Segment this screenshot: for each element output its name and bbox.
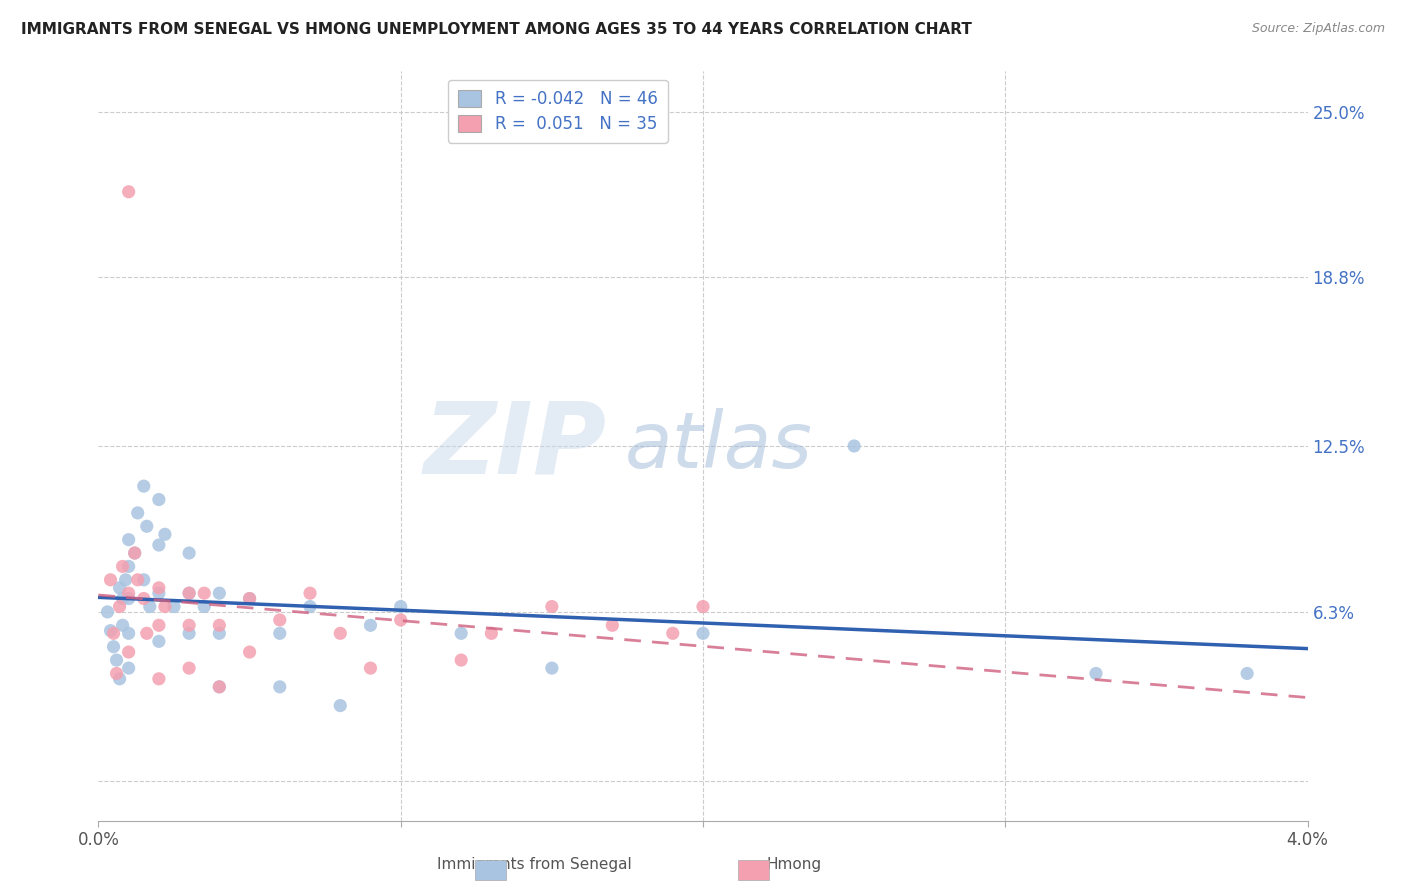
- Point: [602, 618, 624, 632]
- Point: [329, 626, 352, 640]
- Point: [100, 624, 122, 638]
- Point: [153, 527, 176, 541]
- Point: [692, 626, 714, 640]
- Point: [269, 626, 291, 640]
- Point: [148, 538, 170, 552]
- Text: atlas: atlas: [624, 408, 813, 484]
- Point: [118, 559, 141, 574]
- Point: [179, 586, 201, 600]
- Point: [329, 698, 352, 713]
- Point: [118, 185, 141, 199]
- Point: [540, 599, 562, 614]
- Point: [118, 533, 141, 547]
- Point: [153, 599, 176, 614]
- Point: [179, 546, 201, 560]
- Point: [179, 586, 201, 600]
- Text: Hmong: Hmong: [766, 857, 823, 872]
- Point: [179, 618, 201, 632]
- Point: [105, 666, 128, 681]
- Point: [132, 573, 155, 587]
- Point: [135, 519, 157, 533]
- Point: [108, 672, 131, 686]
- Point: [118, 626, 141, 640]
- Point: [118, 645, 141, 659]
- Point: [114, 573, 136, 587]
- Point: [111, 591, 134, 606]
- Point: [132, 479, 155, 493]
- Point: [208, 680, 231, 694]
- Point: [124, 546, 146, 560]
- Point: [299, 586, 322, 600]
- Point: [111, 618, 134, 632]
- Point: [360, 661, 382, 675]
- Point: [127, 573, 149, 587]
- Point: [193, 599, 215, 614]
- Point: [269, 613, 291, 627]
- Point: [1236, 666, 1258, 681]
- Text: Source: ZipAtlas.com: Source: ZipAtlas.com: [1251, 22, 1385, 36]
- Text: ZIP: ZIP: [423, 398, 606, 494]
- Point: [1085, 666, 1108, 681]
- Point: [118, 586, 141, 600]
- Point: [148, 634, 170, 648]
- Point: [844, 439, 866, 453]
- Point: [148, 586, 170, 600]
- Text: Immigrants from Senegal: Immigrants from Senegal: [437, 857, 631, 872]
- Point: [118, 591, 141, 606]
- Point: [239, 591, 262, 606]
- Point: [661, 626, 683, 640]
- Point: [481, 626, 503, 640]
- Point: [148, 492, 170, 507]
- Point: [105, 653, 128, 667]
- Point: [148, 581, 170, 595]
- Point: [193, 586, 215, 600]
- Legend: R = -0.042   N = 46, R =  0.051   N = 35: R = -0.042 N = 46, R = 0.051 N = 35: [449, 79, 668, 143]
- Point: [124, 546, 146, 560]
- Point: [208, 680, 231, 694]
- Point: [239, 591, 262, 606]
- Point: [450, 626, 472, 640]
- Point: [540, 661, 562, 675]
- Point: [239, 645, 262, 659]
- Point: [148, 672, 170, 686]
- Point: [100, 573, 122, 587]
- Point: [299, 599, 322, 614]
- Point: [692, 599, 714, 614]
- Point: [450, 653, 472, 667]
- Point: [208, 626, 231, 640]
- Point: [127, 506, 149, 520]
- Point: [163, 599, 186, 614]
- Point: [96, 605, 118, 619]
- Point: [103, 640, 125, 654]
- Point: [208, 586, 231, 600]
- Point: [208, 618, 231, 632]
- Point: [135, 626, 157, 640]
- Point: [389, 613, 412, 627]
- Text: IMMIGRANTS FROM SENEGAL VS HMONG UNEMPLOYMENT AMONG AGES 35 TO 44 YEARS CORRELAT: IMMIGRANTS FROM SENEGAL VS HMONG UNEMPLO…: [21, 22, 972, 37]
- Point: [360, 618, 382, 632]
- Point: [108, 581, 131, 595]
- Point: [148, 618, 170, 632]
- Point: [179, 661, 201, 675]
- Point: [179, 626, 201, 640]
- Point: [139, 599, 162, 614]
- Point: [132, 591, 155, 606]
- Point: [108, 599, 131, 614]
- Point: [111, 559, 134, 574]
- Point: [269, 680, 291, 694]
- Point: [389, 599, 412, 614]
- Point: [103, 626, 125, 640]
- Point: [118, 661, 141, 675]
